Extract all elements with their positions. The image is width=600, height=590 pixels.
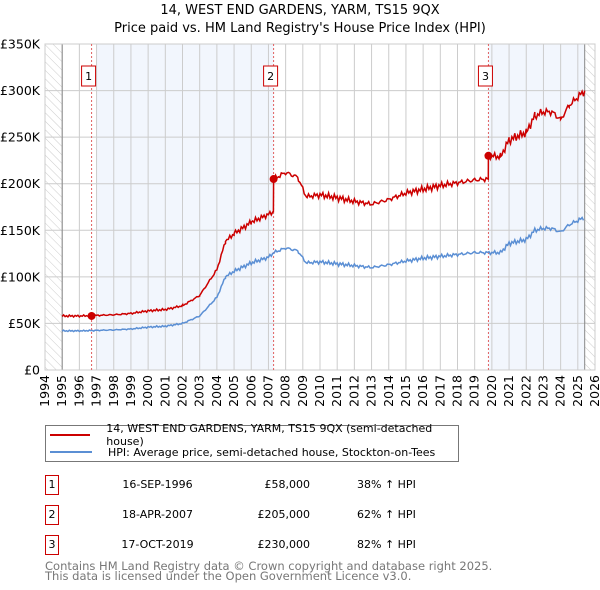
x-tick-label: 2015 (398, 375, 413, 407)
x-tick-label: 2002 (175, 375, 190, 407)
y-tick-label: £250K (0, 130, 41, 145)
x-tick-label: 2008 (278, 375, 293, 407)
x-tick-label: 2017 (432, 375, 447, 407)
marker-badge: 3 (45, 535, 59, 555)
x-tick-label: 2018 (450, 375, 465, 407)
x-tick-label: 1999 (123, 375, 138, 407)
x-tick-label: 2004 (209, 375, 224, 407)
price-paid-line (61, 216, 585, 333)
hpi-diff: 38% ↑ HPI (357, 478, 416, 491)
sale-date: 17-OCT-2019 (121, 538, 194, 551)
sale-marker-box (81, 65, 97, 87)
x-tick-label: 2022 (518, 375, 533, 407)
y-tick-label: £200K (0, 176, 41, 191)
x-tick-label: 1998 (106, 375, 121, 407)
x-tick-label: 1994 (37, 375, 52, 407)
y-tick-label: £350K (0, 37, 41, 52)
transaction-row: 1 16-SEP-1996 £58,000 38% ↑ HPI (45, 475, 465, 495)
y-tick-label: £50K (8, 316, 41, 331)
legend-label: HPI: Average price, semi-detached house,… (108, 445, 436, 459)
hpi-line (61, 89, 586, 319)
x-tick-label: 2006 (243, 375, 258, 407)
x-tick-label: 1997 (89, 375, 104, 407)
legend-item-property: 14, WEST END GARDENS, YARM, TS15 9QX (se… (50, 422, 458, 448)
hpi-diff: 62% ↑ HPI (357, 508, 416, 521)
x-tick-label: 2013 (364, 375, 379, 407)
chart-subtitle: Price paid vs. HM Land Registry's House … (114, 21, 486, 36)
x-tick-label: 2026 (587, 375, 600, 407)
sale-date: 18-APR-2007 (121, 508, 194, 521)
sale-marker-label: 3 (482, 70, 489, 83)
red-line-swatch (50, 434, 91, 436)
price-chart: 1994 1995 1996 1997 1998 1999 2000 2001 2002 2003… (0, 37, 600, 407)
sale-marker-box (477, 65, 493, 87)
x-tick-label: 2016 (415, 375, 430, 407)
shaded-period (488, 44, 585, 370)
y-tick-label: £150K (0, 223, 41, 238)
sale-marker-label: 1 (85, 70, 92, 83)
shaded-period (96, 44, 274, 370)
marker-badge: 2 (45, 505, 59, 525)
x-tick-label: 2014 (381, 375, 396, 407)
footer-copyright: Contains HM Land Registry data © Crown c… (45, 559, 493, 573)
x-tick-label: 2009 (295, 375, 310, 407)
legend-label: 14, WEST END GARDENS, YARM, TS15 9QX (se… (106, 422, 433, 448)
sale-point (484, 151, 493, 160)
x-tick-label: 2001 (157, 375, 172, 407)
x-tick-label: 2005 (226, 375, 241, 407)
legend: 14, WEST END GARDENS, YARM, TS15 9QX (se… (45, 422, 459, 462)
x-tick-label: 2023 (535, 375, 550, 407)
sale-point (87, 311, 96, 320)
hatched-region (45, 44, 63, 370)
x-tick-label: 2019 (467, 375, 482, 407)
x-tick-label: 2025 (570, 375, 585, 407)
transaction-row: 2 18-APR-2007 £205,000 62% ↑ HPI (45, 505, 465, 525)
sale-price: £205,000 (257, 508, 311, 521)
x-tick-label: 2000 (140, 375, 155, 407)
blue-line-swatch (50, 451, 92, 453)
marker-badge: 1 (45, 475, 59, 495)
sale-price: £58,000 (264, 478, 311, 491)
x-tick-label: 2010 (312, 375, 327, 407)
chart-title: 14, WEST END GARDENS, YARM, TS15 9QX (160, 3, 440, 18)
footer-licence: This data is licensed under the Open Gov… (45, 569, 412, 583)
hpi-diff: 82% ↑ HPI (357, 538, 416, 551)
x-tick-label: 2012 (346, 375, 361, 407)
sale-marker-label: 2 (267, 70, 274, 83)
x-tick-label: 2003 (192, 375, 207, 407)
x-tick-label: 2024 (553, 375, 568, 407)
x-tick-label: 2007 (260, 375, 275, 407)
sale-date: 16-SEP-1996 (122, 478, 193, 491)
x-tick-label: 2021 (501, 375, 516, 407)
sale-point (269, 175, 278, 184)
sale-marker-box (263, 65, 279, 87)
legend-item-hpi: HPI: Average price, semi-detached house,… (50, 444, 435, 460)
x-tick-label: 1995 (54, 375, 69, 407)
x-tick-label: 2020 (484, 375, 499, 407)
sale-price: £230,000 (257, 538, 311, 551)
x-tick-label: 1996 (71, 375, 86, 407)
transaction-row: 3 17-OCT-2019 £230,000 82% ↑ HPI (45, 535, 465, 555)
plot-frame (44, 43, 596, 371)
y-tick-label: £300K (0, 83, 41, 98)
y-tick-label: £100K (0, 269, 41, 284)
x-tick-label: 2011 (329, 375, 344, 407)
hatched-region (584, 44, 595, 370)
y-tick-label: £0 (24, 363, 40, 378)
